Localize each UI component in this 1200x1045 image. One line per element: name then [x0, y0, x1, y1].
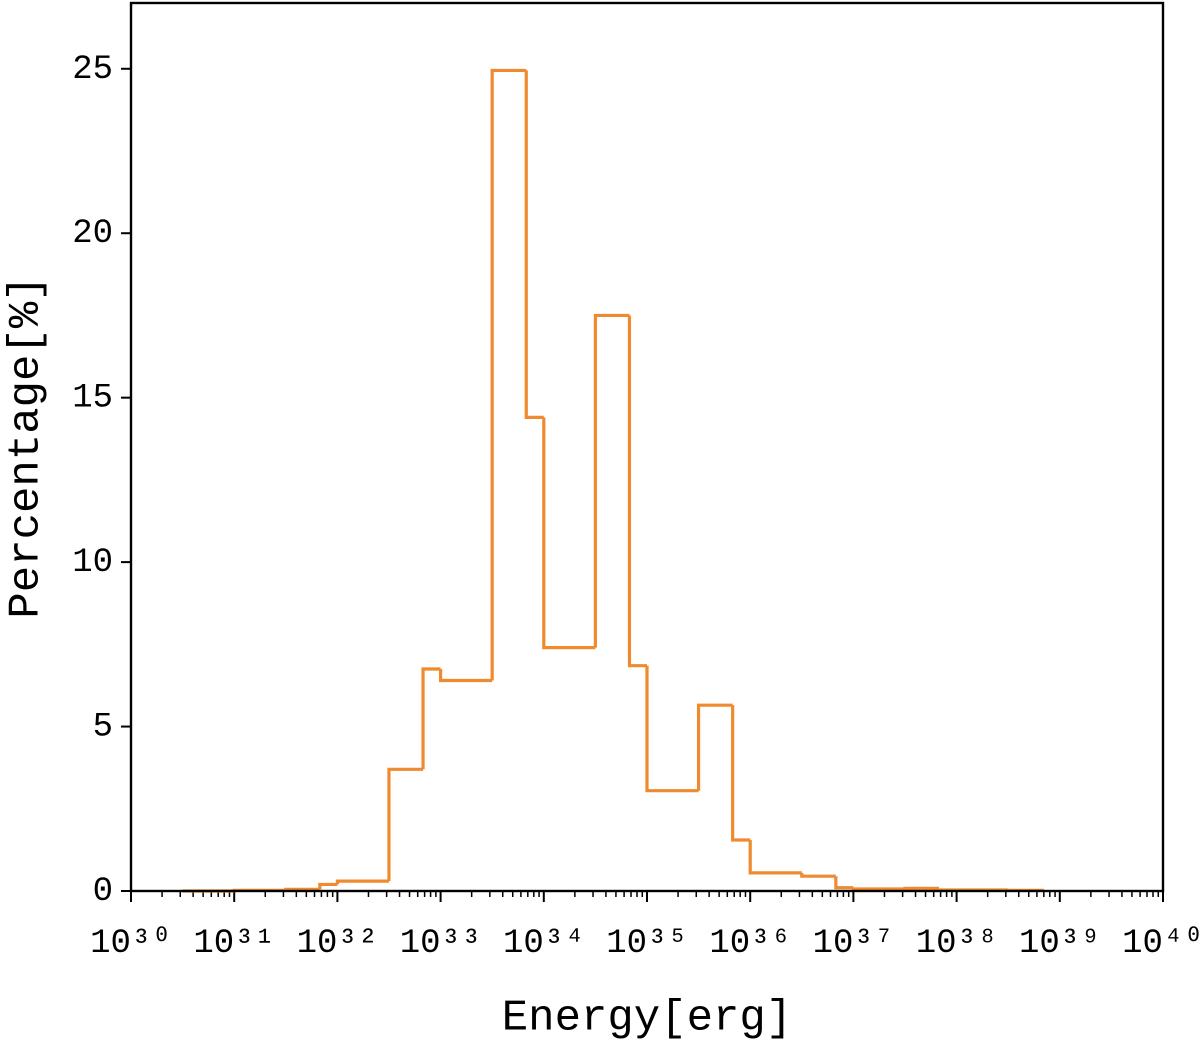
histogram-step: [542, 417, 596, 650]
y-tick-label: 5: [93, 709, 113, 747]
x-tick-label: 10³⁰: [90, 925, 172, 963]
x-tick-label: 10³⁷: [813, 925, 895, 963]
x-axis-label: Energy[erg]: [502, 994, 792, 1044]
histogram-step: [731, 705, 751, 842]
histogram-step: [318, 882, 338, 890]
x-tick-label: 10³⁸: [916, 925, 998, 963]
histogram-step: [903, 886, 940, 890]
histogram-step: [524, 70, 544, 419]
y-axis-label: Percentage[%]: [2, 275, 52, 618]
histogram-step: [834, 876, 854, 890]
histogram-step: [937, 888, 957, 892]
y-tick-label: 25: [72, 51, 113, 89]
histogram-step: [335, 879, 389, 885]
histogram-step: [387, 767, 424, 882]
histogram-step: [490, 68, 527, 681]
histogram-step: [696, 703, 733, 791]
y-tick-label: 15: [72, 380, 113, 418]
x-tick-label: 10³⁹: [1019, 925, 1101, 963]
histogram-step: [748, 840, 802, 875]
histogram-step: [645, 665, 699, 793]
y-tick-label: 0: [93, 873, 113, 911]
x-tick-label: 10³⁵: [606, 925, 688, 963]
x-tick-label: 10³¹: [193, 925, 275, 963]
x-tick-label: 10³⁶: [709, 925, 791, 963]
x-tick-label: 10³⁴: [503, 925, 585, 963]
histogram-step: [439, 669, 493, 683]
x-tick-label: 10⁴⁰: [1122, 925, 1200, 963]
histogram-step: [421, 667, 441, 770]
x-tick-label: 10³³: [400, 925, 482, 963]
histogram-step: [800, 872, 836, 878]
y-tick-label: 20: [72, 215, 113, 253]
histogram-step: [593, 313, 630, 648]
histogram-step: [851, 887, 905, 891]
plot-frame: [129, 1, 1165, 893]
x-tick-label: 10³²: [297, 925, 379, 963]
y-tick-label: 10: [72, 544, 113, 582]
histogram-step: [627, 315, 647, 668]
